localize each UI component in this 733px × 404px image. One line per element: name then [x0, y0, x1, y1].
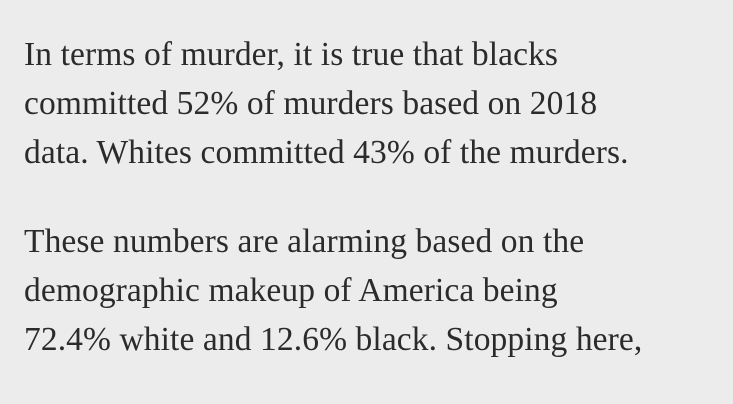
text-line: committed 52% of murders based on 2018: [24, 85, 598, 122]
paragraph-murder-statistics: In terms of murder, it is true that blac…: [24, 30, 709, 177]
text-line: 72.4% white and 12.6% black. Stopping he…: [24, 321, 643, 358]
text-line: In terms of murder, it is true that blac…: [24, 36, 559, 73]
text-line: demographic makeup of America being: [24, 272, 558, 309]
paragraph-demographics: These numbers are alarming based on the …: [24, 217, 709, 364]
text-line: data. Whites committed 43% of the murder…: [24, 134, 629, 171]
text-line: These numbers are alarming based on the: [24, 223, 585, 260]
